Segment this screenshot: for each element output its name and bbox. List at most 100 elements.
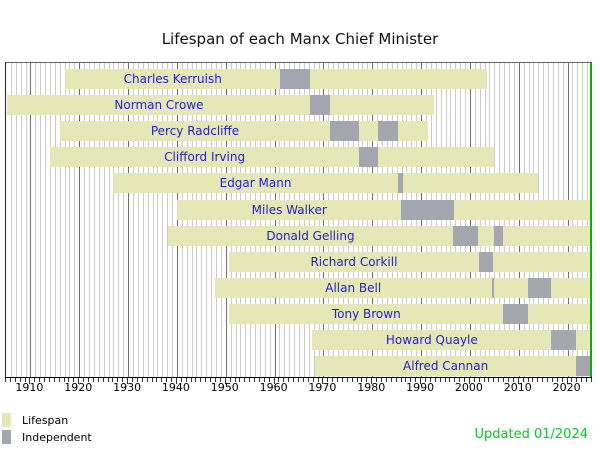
axis-tick-label: 1920 [64,381,93,394]
axis-tick-label: 1910 [15,381,44,394]
year-gridline [382,63,384,378]
year-gridline [35,63,37,378]
year-gridline [440,63,442,378]
year-gridline [20,63,22,378]
year-gridline [123,63,125,378]
axis-tick [302,378,304,382]
axis-tick [244,378,246,382]
year-gridline [40,63,42,378]
axis-tick [464,378,466,382]
year-gridline [103,63,105,378]
decade-gridline [372,63,374,378]
year-gridline [435,63,437,378]
updated-note: Updated 01/2024 [474,427,588,442]
decade-gridline [79,63,81,378]
lifespan-bar [49,147,494,168]
axis-tick [34,378,36,382]
axis-tick [488,378,490,382]
independent-term-segment [330,121,360,142]
axis-tick [273,378,275,384]
year-gridline [294,63,296,378]
year-gridline [313,63,315,378]
axis-tick [449,378,451,382]
axis-tick [420,378,422,384]
axis-tick-label: 2000 [454,381,483,394]
year-gridline [108,63,110,378]
year-gridline [15,63,17,378]
axis-tick [576,378,578,382]
independent-term-segment [576,356,591,377]
year-gridline [416,63,418,378]
axis-tick [507,378,509,382]
axis-tick [5,378,6,382]
axis-tick [483,378,485,382]
axis-tick [346,378,348,382]
year-gridline [362,63,364,378]
year-gridline [162,63,164,378]
year-gridline [269,63,271,378]
year-gridline [186,63,188,378]
axis-tick [39,378,41,382]
decade-gridline [176,63,178,378]
year-gridline [548,63,550,378]
axis-tick [278,378,280,382]
year-gridline [10,63,12,378]
year-gridline [84,63,86,378]
axis-tick [14,378,16,382]
axis-tick [395,378,397,382]
year-gridline [396,63,398,378]
axis-tick [214,378,216,382]
axis-tick [341,378,343,382]
axis-tick [254,378,256,382]
decade-gridline [274,63,276,378]
row-label: Alfred Cannan [403,359,489,374]
axis-tick [190,378,192,382]
axis-tick [200,378,202,382]
axis-tick [283,378,285,382]
year-gridline [264,63,266,378]
year-gridline [230,63,232,378]
axis-tick [454,378,456,382]
year-gridline [562,63,564,378]
axis-tick [48,378,50,382]
year-gridline [318,63,320,378]
year-gridline [142,63,144,378]
year-gridline [181,63,183,378]
axis-tick [293,378,295,382]
axis-tick [210,378,212,382]
year-gridline [406,63,408,378]
independent-term-segment [494,225,504,246]
year-gridline [118,63,120,378]
row-label: Percy Radcliffe [150,124,240,139]
axis-tick [327,378,329,382]
year-gridline [430,63,432,378]
axis-tick [107,378,109,382]
year-gridline [347,63,349,378]
year-gridline [54,63,56,378]
row-label: Norman Crowe [114,98,204,113]
axis-tick [405,378,407,382]
lifespan-bar [312,330,591,350]
year-gridline [157,63,159,378]
decade-gridline [518,63,520,378]
axis-tick [122,378,124,382]
year-gridline [455,63,457,378]
year-gridline [303,63,305,378]
row-label: Howard Quayle [385,333,478,347]
independent-term-segment [280,69,311,89]
year-gridline [342,63,344,378]
axis-tick [561,378,563,382]
year-gridline [401,63,403,378]
axis-tick [429,378,431,382]
axis-tick [556,378,558,382]
axis-tick [307,378,309,382]
axis-tick [371,378,373,384]
independent-term-segment [551,330,577,350]
year-gridline [484,63,486,378]
axis-tick [97,378,99,382]
axis-tick [258,378,260,382]
year-gridline [201,63,203,378]
axis-tick [166,378,168,382]
year-gridline [284,63,286,378]
axis-tick [195,378,197,382]
